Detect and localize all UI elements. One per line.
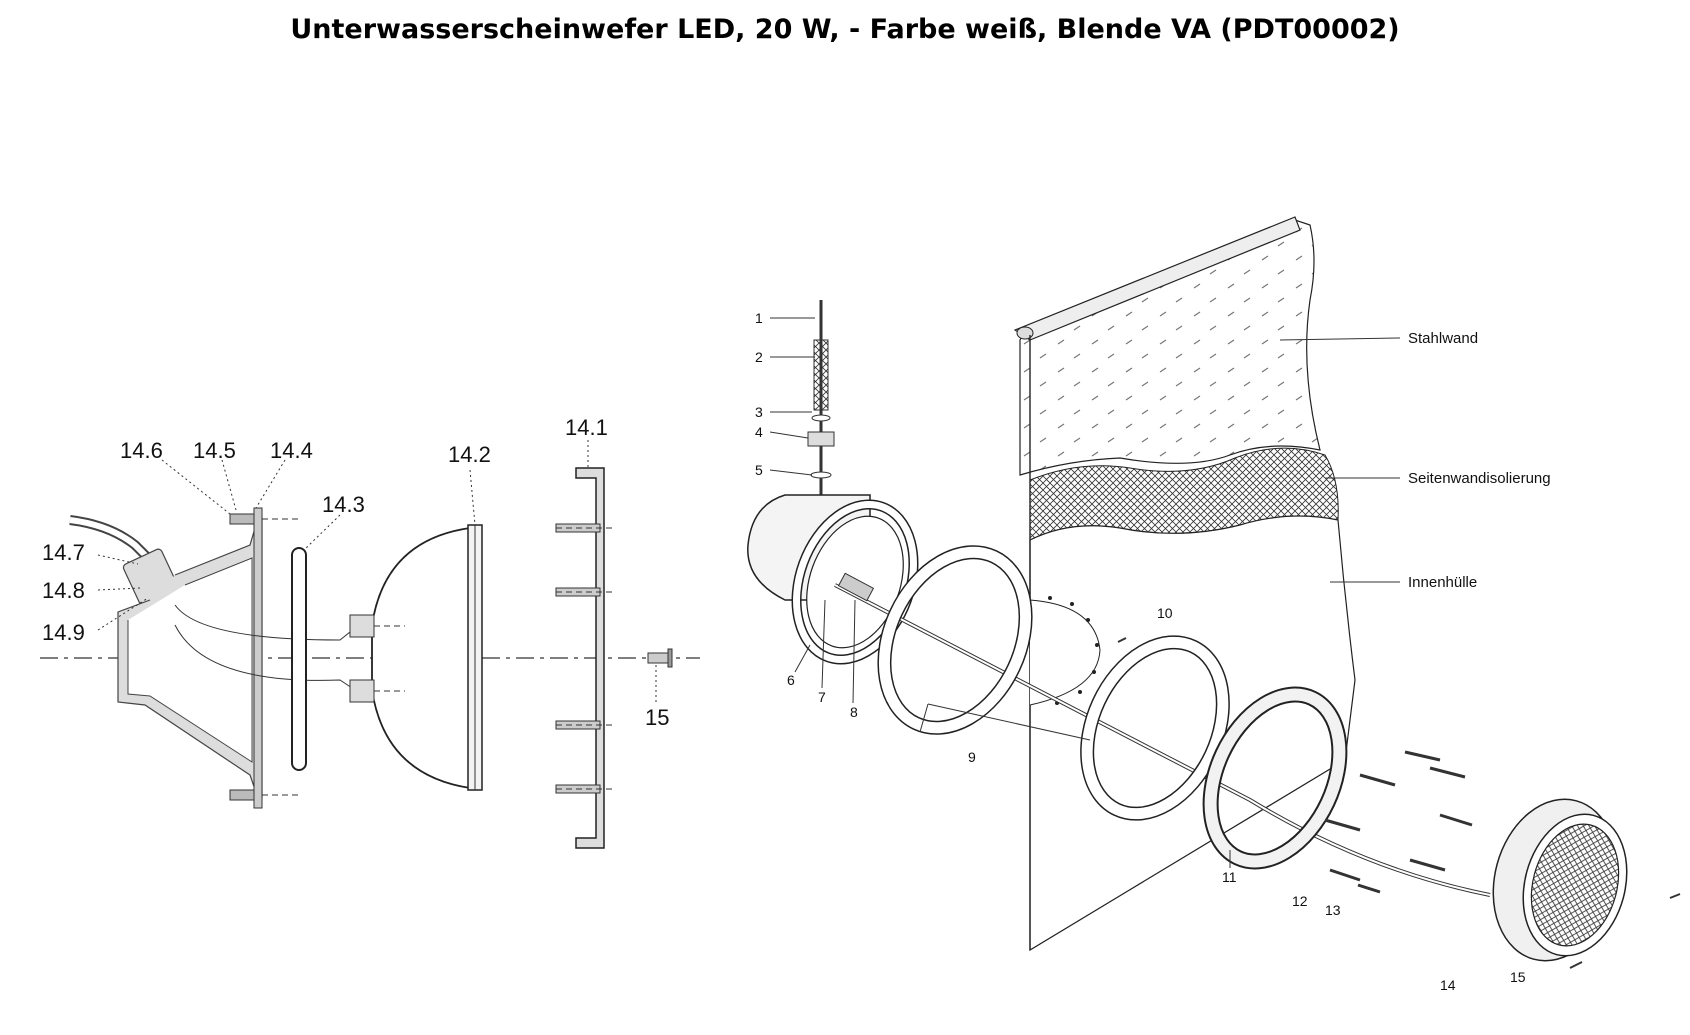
led-lamp-insert <box>349 524 483 791</box>
label-12: 12 <box>1292 893 1308 909</box>
cover-studs <box>555 523 612 794</box>
label-14-9: 14.9 <box>42 620 85 645</box>
pool-wall <box>1013 216 1356 952</box>
label-10: 10 <box>1157 605 1173 621</box>
flange-screw-top <box>229 513 300 525</box>
label-innenhuelle: Innenhülle <box>1408 574 1477 591</box>
label-3: 3 <box>755 404 763 420</box>
label-6: 6 <box>787 672 795 688</box>
lamp-assembled <box>1492 798 1628 962</box>
label-seitenwandisolierung: Seitenwandisolierung <box>1408 470 1551 487</box>
label-8: 8 <box>850 704 858 720</box>
label-13: 13 <box>1325 902 1341 918</box>
inner-liner <box>1029 515 1356 952</box>
label-4: 4 <box>755 424 763 440</box>
mounting-exploded-view: 1 2 3 4 5 6 7 8 9 10 11 12 13 14 15 Stah… <box>747 216 1681 993</box>
label-14-5: 14.5 <box>193 438 236 463</box>
label-14-2: 14.2 <box>448 442 491 467</box>
label-15-left: 15 <box>645 705 669 730</box>
gasket-ring-2 <box>1080 635 1230 821</box>
label-2: 2 <box>755 349 763 365</box>
rod-assembly <box>807 300 835 525</box>
label-5: 5 <box>755 462 763 478</box>
lamp-cross-section: 14.6 14.5 14.4 14.3 14.2 14.1 14.7 14.8 … <box>40 415 700 849</box>
o-ring <box>291 547 307 771</box>
label-stahlwand: Stahlwand <box>1408 330 1478 347</box>
clamp-ring <box>1202 686 1348 870</box>
front-cover-ring <box>555 467 612 849</box>
label-14-7: 14.7 <box>42 540 85 565</box>
screw-15 <box>647 648 673 668</box>
steel-wall <box>1019 219 1321 476</box>
label-14-3: 14.3 <box>322 492 365 517</box>
label-1: 1 <box>755 310 763 326</box>
mounting-bolts <box>1324 750 1473 894</box>
label-14-4: 14.4 <box>270 438 313 463</box>
label-9: 9 <box>968 749 976 765</box>
label-14: 14 <box>1440 977 1456 993</box>
label-14-1: 14.1 <box>565 415 608 440</box>
label-7: 7 <box>818 689 826 705</box>
housing-flange <box>253 507 263 809</box>
diagram-title: Unterwasserscheinwefer LED, 20 W, - Farb… <box>290 14 1400 45</box>
small-screws <box>1117 637 1681 969</box>
label-11: 11 <box>1222 869 1237 885</box>
flange-screw-bottom <box>229 789 300 801</box>
label-15-right: 15 <box>1510 969 1526 985</box>
label-14-6: 14.6 <box>120 438 163 463</box>
gasket-ring-1 <box>877 545 1033 735</box>
label-14-8: 14.8 <box>42 578 85 603</box>
